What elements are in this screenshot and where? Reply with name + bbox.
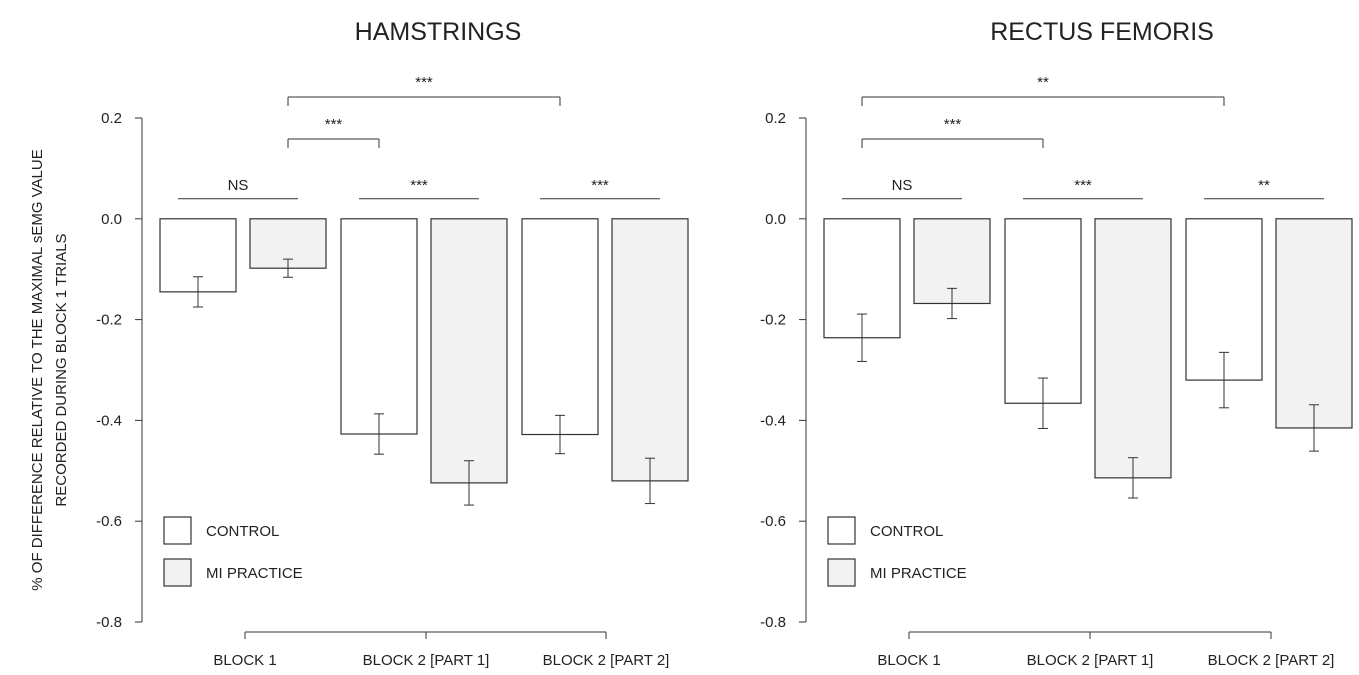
x-category-label: BLOCK 1 — [877, 652, 940, 669]
legend-label: CONTROL — [206, 523, 279, 540]
bar-mi-practice — [430, 218, 508, 484]
x-category-label: BLOCK 2 [PART 1] — [363, 652, 490, 669]
significance-label: ** — [1037, 74, 1049, 91]
bar-control — [521, 218, 599, 436]
legend-swatch-mi-practice — [163, 558, 192, 587]
significance-label: *** — [325, 116, 343, 133]
significance-label: NS — [892, 177, 913, 194]
bar-control — [1004, 218, 1082, 404]
y-tick-label: -0.4 — [760, 412, 786, 429]
legend-swatch-control — [827, 516, 856, 545]
legend-swatch-mi-practice — [827, 558, 856, 587]
significance-label: *** — [944, 116, 962, 133]
significance-label: ** — [1258, 177, 1270, 194]
y-tick-label: -0.4 — [96, 412, 122, 429]
y-tick-label: -0.2 — [760, 312, 786, 329]
y-tick-label: -0.6 — [760, 513, 786, 530]
legend-label: MI PRACTICE — [206, 565, 303, 582]
bar-mi-practice — [1275, 218, 1353, 429]
x-category-label: BLOCK 2 [PART 1] — [1027, 652, 1154, 669]
significance-label: *** — [1074, 177, 1092, 194]
y-tick-label: 0.2 — [765, 110, 786, 127]
x-category-label: BLOCK 2 [PART 2] — [1208, 652, 1335, 669]
y-tick-label: -0.6 — [96, 513, 122, 530]
chart-title: RECTUS FEMORIS — [990, 18, 1214, 46]
y-axis-label-line-2: RECORDED DURING BLOCK 1 TRIALS — [53, 233, 70, 506]
significance-label: *** — [415, 74, 433, 91]
bar-mi-practice — [611, 218, 689, 482]
chart-title: HAMSTRINGS — [355, 18, 522, 46]
chart-panel-1: HAMSTRINGS 0.2 0.0 -0.2 -0.4 -0.6 -0.8 BLOCK 1 B… — [96, 18, 689, 669]
x-category-label: BLOCK 1 — [213, 652, 276, 669]
x-category-label: BLOCK 2 [PART 2] — [543, 652, 670, 669]
y-tick-label: -0.8 — [96, 614, 122, 631]
y-axis-label-line-1: % OF DIFFERENCE RELATIVE TO THE MAXIMAL … — [29, 149, 46, 590]
legend-label: MI PRACTICE — [870, 565, 967, 582]
significance-label: *** — [410, 177, 428, 194]
bar-control — [340, 218, 418, 435]
y-tick-label: 0.2 — [101, 110, 122, 127]
bar-mi-practice — [1094, 218, 1172, 479]
chart-panel-2: RECTUS FEMORIS 0.2 0.0 -0.2 -0.4 -0.6 -0.8 BLOC… — [760, 18, 1353, 669]
y-tick-label: 0.0 — [765, 211, 786, 228]
significance-label: *** — [591, 177, 609, 194]
legend-swatch-control — [163, 516, 192, 545]
y-tick-label: -0.8 — [760, 614, 786, 631]
significance-label: NS — [228, 177, 249, 194]
y-tick-label: -0.2 — [96, 312, 122, 329]
legend-label: CONTROL — [870, 523, 943, 540]
y-tick-label: 0.0 — [101, 211, 122, 228]
